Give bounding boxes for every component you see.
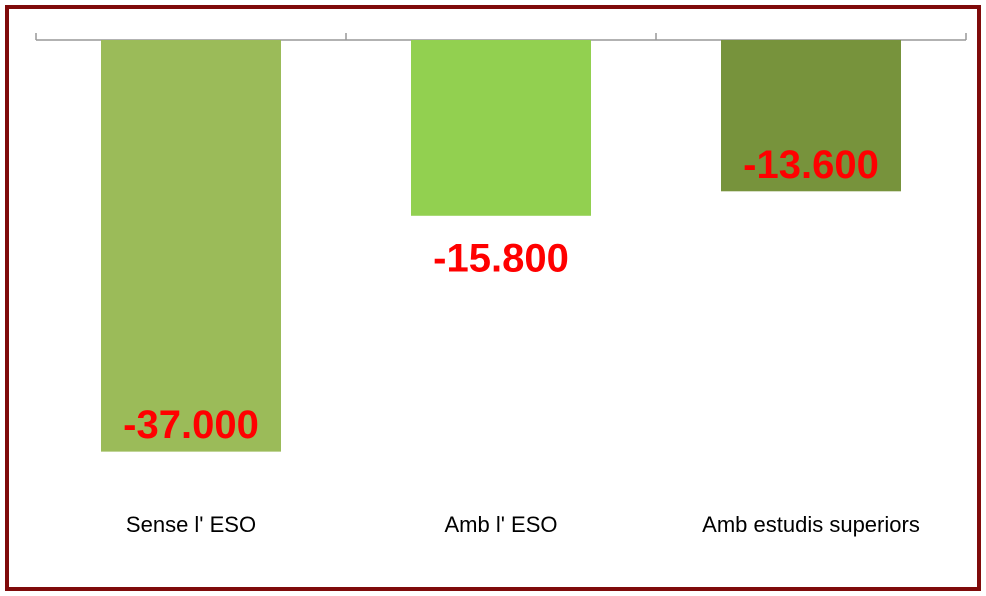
value-label: -37.000: [123, 403, 259, 447]
x-tick-label: Sense l' ESO: [126, 512, 256, 537]
bar: [411, 40, 591, 216]
value-label: -13.600: [743, 143, 879, 187]
x-tick-label: Amb l' ESO: [444, 512, 557, 537]
bar: [101, 40, 281, 452]
value-label: -15.800: [433, 236, 569, 280]
x-tick-label: Amb estudis superiors: [702, 512, 920, 537]
bar: [721, 40, 901, 192]
